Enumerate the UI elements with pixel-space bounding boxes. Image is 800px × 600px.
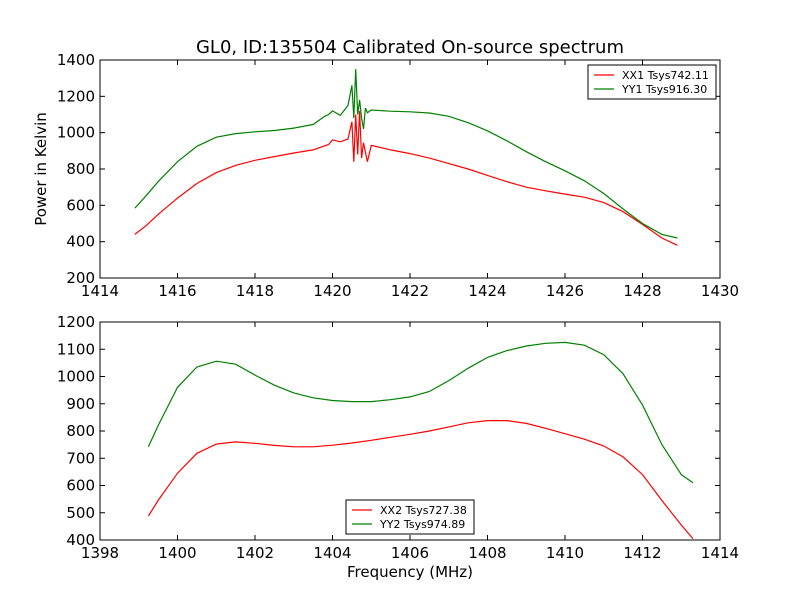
x-tick-label: 1420 (313, 282, 351, 300)
x-tick-label: 1422 (391, 282, 429, 300)
x-tick-label: 1426 (546, 282, 584, 300)
x-tick-label: 1398 (81, 544, 119, 562)
x-tick-label: 1406 (391, 544, 429, 562)
y-tick-label: 1200 (57, 313, 95, 331)
y-tick-label: 600 (66, 196, 95, 214)
x-tick-label: 1414 (81, 282, 119, 300)
chart-panel-2: 1398 1400 1402 1404 1406 1408 1410 1412 1414 400 5… (57, 313, 739, 562)
x-tick-label: 1418 (236, 282, 274, 300)
y-tick-label: 1100 (57, 340, 95, 358)
x-tick-label: 1428 (623, 282, 661, 300)
y-tick-label: 400 (66, 233, 95, 251)
x-tick-label: 1410 (546, 544, 584, 562)
chart-panel-1: 1414 1416 1418 1420 1422 1424 1426 1428 1430 200 4… (57, 51, 739, 300)
y-tick-label: 1000 (57, 368, 95, 386)
y-tick-label: 600 (66, 477, 95, 495)
x-axis-label-bottom: Frequency (MHz) (347, 563, 473, 581)
x-tick-label: 1414 (701, 544, 739, 562)
x-tick-label: 1412 (623, 544, 661, 562)
chart-panels: 1414 1416 1418 1420 1422 1424 1426 1428 1430 200 4… (57, 51, 739, 562)
x-tick-label: 1404 (313, 544, 351, 562)
x-tick-label: 1424 (468, 282, 506, 300)
legend-label: YY2 Tsys974.89 (379, 518, 465, 531)
y-tick-label: 700 (66, 449, 95, 467)
legend-box (587, 64, 717, 100)
x-tick-label: 1400 (158, 544, 196, 562)
y-tick-label: 1000 (57, 124, 95, 142)
series-line-2-2 (147, 341, 694, 484)
legend-box (345, 499, 475, 535)
y-tick-label: 1400 (57, 51, 95, 69)
y-tick-label: 500 (66, 504, 95, 522)
legend-label: XX2 Tsys727.38 (380, 504, 467, 517)
y-tick-label: 1200 (57, 87, 95, 105)
series-line-1-2 (134, 69, 678, 239)
y-tick-label: 800 (66, 160, 95, 178)
series-line-1-1 (134, 110, 678, 246)
y-axis-label-top: Power in Kelvin (32, 112, 50, 226)
legend-label: YY1 Tsys916.30 (621, 83, 707, 96)
y-tick-label: 800 (66, 422, 95, 440)
y-tick-label: 400 (66, 531, 95, 549)
x-tick-label: 1416 (158, 282, 196, 300)
chart-title-top: GL0, ID:135504 Calibrated On-source spec… (196, 37, 624, 58)
series-line-2-1 (147, 420, 694, 539)
y-tick-label: 200 (66, 269, 95, 287)
legend-label: XX1 Tsys742.11 (622, 69, 709, 82)
y-tick-label: 900 (66, 395, 95, 413)
x-tick-label: 1408 (468, 544, 506, 562)
x-tick-label: 1402 (236, 544, 274, 562)
x-tick-label: 1430 (701, 282, 739, 300)
